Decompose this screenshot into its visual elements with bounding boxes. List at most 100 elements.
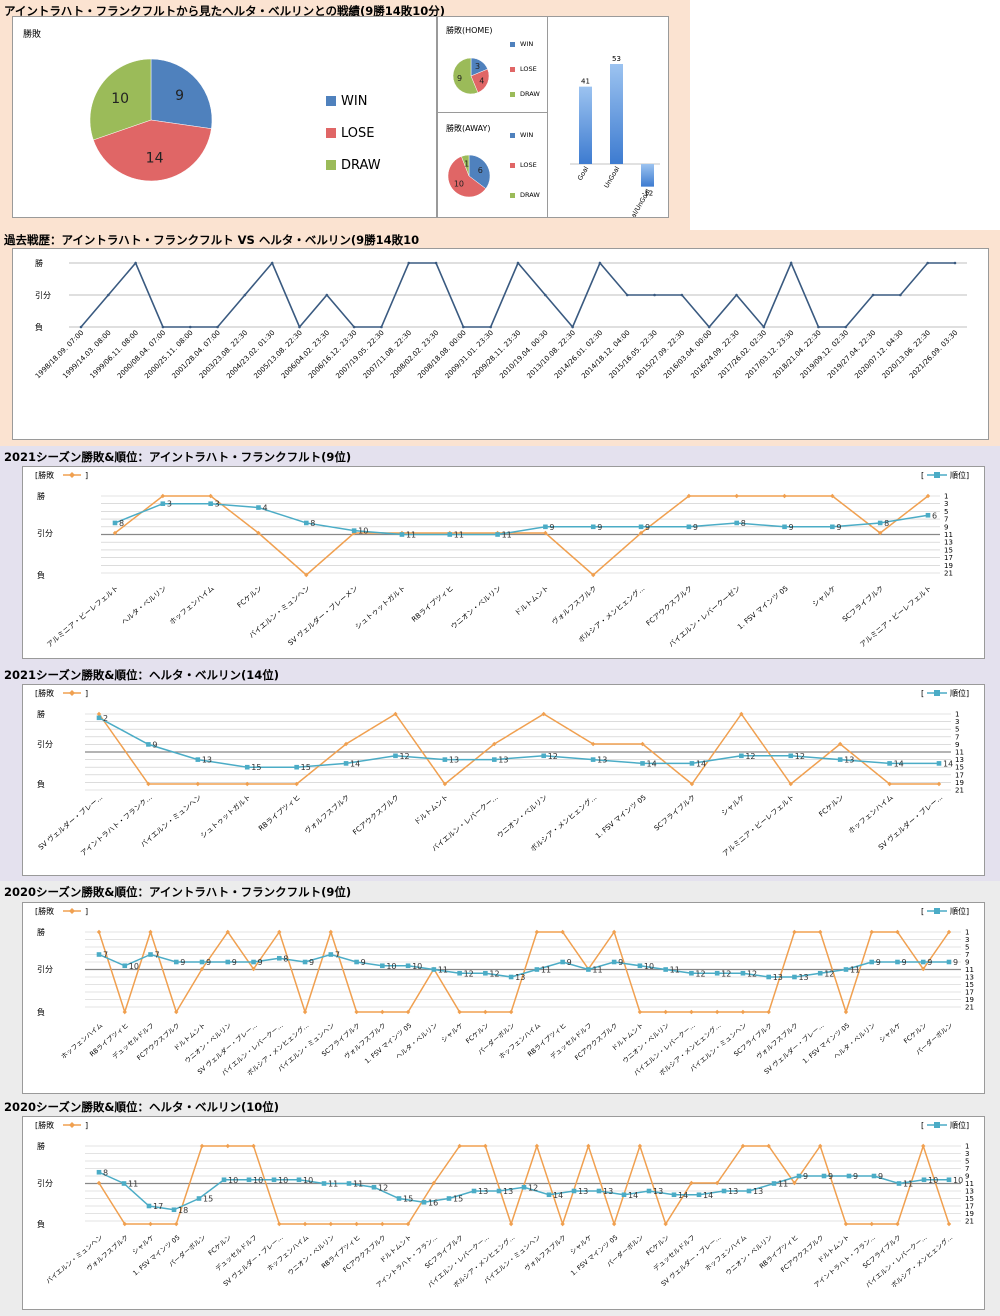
legend-result-bracket: ] <box>85 471 88 480</box>
legend-rank-bracket: [ <box>921 689 924 698</box>
rank-point <box>351 528 357 533</box>
legend-rank-bracket: [ <box>921 471 924 480</box>
legend-swatch-lose <box>510 67 515 72</box>
section-2020-hertha: 2020シーズン勝敗&順位：ヘルタ・ベルリン(10位) [勝敗][順位] 1 3 5 7… <box>0 1098 1000 1316</box>
rank-data-label: 12 <box>378 1183 388 1192</box>
rank-point <box>208 501 213 506</box>
rank-data-label: 9 <box>258 958 263 967</box>
overall-pie-panel: 勝敗 9 14 10 WIN LOSE DRAW <box>12 16 437 218</box>
rank-point <box>380 963 385 969</box>
category-label: ヘルタ・ベルリン <box>394 1021 440 1061</box>
history-point <box>735 293 738 297</box>
result-point <box>887 781 892 787</box>
legend-rank-marker <box>934 908 940 914</box>
history-point <box>134 261 137 265</box>
rank-point <box>442 757 448 762</box>
pie-value-label: 1 <box>464 159 469 168</box>
history-chart-panel: 勝引分負 1998/18.09. 07:00 1999/14.03. 08:00 19… <box>12 248 989 440</box>
rank-data-label: 9 <box>836 523 841 532</box>
history-x-tick: 2006/16.12. 23:30 <box>307 329 359 381</box>
section4-title: 2021シーズン勝敗&順位：ヘルタ・ベルリン(14位) <box>4 668 279 682</box>
rank-tick: 3 <box>955 718 959 726</box>
rank-data-label: 10 <box>358 527 368 536</box>
rank-data-label: 13 <box>798 973 808 982</box>
rank-data-label: 13 <box>753 1187 763 1196</box>
rank-point <box>160 501 166 506</box>
rank-tick: 19 <box>965 996 974 1004</box>
result-point <box>122 1009 127 1015</box>
away-pie-title: 勝敗(AWAY) <box>446 124 491 133</box>
rank-data-label: 14 <box>943 759 953 768</box>
rank-tick: 17 <box>955 771 964 779</box>
rank-tick: 1 <box>955 711 959 719</box>
result-point <box>843 1221 849 1227</box>
rank-data-label: 11 <box>541 966 551 975</box>
result-point <box>294 781 299 787</box>
section2-title: 過去戦歴：アイントラハト・フランクフルト VS ヘルタ・ベルリン(9勝14敗10 <box>4 233 420 247</box>
rank-data-label: 7 <box>335 951 340 960</box>
rank-data-label: 2 <box>103 714 108 723</box>
legend-rank-bracket: [ <box>921 907 924 916</box>
rank-data-label: 11 <box>850 966 860 975</box>
rank-data-label: 10 <box>303 1176 313 1185</box>
history-point <box>789 261 793 265</box>
history-x-tick: 2014/26.01. 02:30 <box>553 329 605 381</box>
legend-result-marker <box>69 472 75 478</box>
pie-value-label: 10 <box>454 179 464 188</box>
category-label: FCアウクスブルク <box>644 584 694 628</box>
rank-point <box>696 1192 702 1198</box>
rank-data-label: 9 <box>549 523 554 532</box>
history-x-tick: 2009/28.11. 23:30 <box>471 329 523 381</box>
rank-tick: 5 <box>944 508 948 516</box>
rank-point <box>792 974 797 980</box>
rank-tick: 5 <box>955 726 959 734</box>
pie-value-label: 6 <box>478 166 483 175</box>
rank-point <box>399 532 405 537</box>
rank-point <box>734 520 740 526</box>
result-point <box>251 966 256 972</box>
rank-point <box>302 959 308 965</box>
result-point <box>96 929 102 935</box>
result-point <box>843 1009 849 1015</box>
result-tick: 負 <box>37 1007 45 1017</box>
rank-point <box>173 959 179 965</box>
rank-tick: 7 <box>965 1165 969 1173</box>
category-label: FCアウクスブルク <box>351 793 401 837</box>
history-point <box>325 293 329 297</box>
category-label: ホッフェンハイム <box>168 584 216 626</box>
rank-point <box>405 963 411 969</box>
rank-data-label: 14 <box>703 1191 713 1200</box>
rank-tick: 19 <box>944 562 953 570</box>
rank-point <box>830 524 835 530</box>
rank-data-label: 17 <box>153 1202 163 1211</box>
rank-point <box>396 1196 402 1201</box>
history-point <box>625 293 629 297</box>
category-label: ウニオン・ベルリン <box>496 793 549 840</box>
rank-tick: 9 <box>944 523 948 531</box>
section-2020-frankfurt: 2020シーズン勝敗&順位：アイントラハト・フランクフルト(9位) [勝敗] [順… <box>0 881 1000 1098</box>
result-point <box>431 1180 437 1186</box>
category-label: FCアウクスブルク <box>779 1233 826 1274</box>
rank-point <box>788 753 794 759</box>
rank-data-label: 15 <box>403 1195 413 1204</box>
legend-result-bracket: ] <box>85 689 88 698</box>
rank-point <box>328 952 334 957</box>
history-point <box>707 325 711 329</box>
rank-point <box>586 967 591 972</box>
rank-data-label: 11 <box>670 966 680 975</box>
result-point <box>508 1009 514 1015</box>
history-x-tick: 2014/18.12. 04:00 <box>580 329 632 381</box>
section-match-history: 過去戦歴：アイントラハト・フランクフルト VS ヘルタ・ベルリン(9勝14敗10… <box>0 230 1000 446</box>
rank-point <box>846 1173 852 1179</box>
rank-data-label: 9 <box>853 1172 858 1181</box>
rank-tick: 19 <box>965 1210 974 1218</box>
history-point <box>899 293 902 297</box>
legend-result-label: [勝敗 <box>35 1120 54 1130</box>
history-x-tick: 2003/23.08. 22:30 <box>198 329 250 381</box>
result-point <box>96 1180 102 1186</box>
rank-point <box>782 524 787 530</box>
result-point <box>492 741 497 747</box>
rank-data-label: 11 <box>128 1180 138 1189</box>
rank-data-label: 10 <box>129 962 139 971</box>
